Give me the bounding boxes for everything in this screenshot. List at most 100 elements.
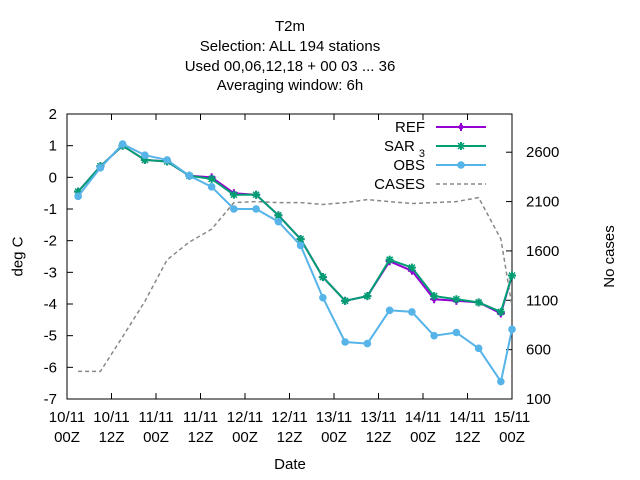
- legend-label: OBS: [393, 157, 425, 174]
- series-sar-3: [74, 141, 516, 316]
- plot-frame: [66, 113, 513, 400]
- y-tick-label: -3: [44, 264, 57, 281]
- data-point: [118, 140, 127, 148]
- data-point: [474, 344, 483, 353]
- data-point: [474, 298, 483, 307]
- data-point: [430, 331, 438, 340]
- y2-tick-label: 2600: [526, 144, 559, 161]
- data-point: [296, 241, 305, 250]
- data-point: [252, 190, 261, 199]
- data-point: [207, 183, 216, 191]
- data-point: [385, 306, 394, 315]
- x-tick-label-hour: 12Z: [277, 429, 303, 446]
- y2-tick-label: 1100: [526, 292, 558, 309]
- x-tick-label-date: 11/11: [138, 409, 173, 426]
- data-point: [407, 263, 416, 272]
- data-point: [341, 296, 350, 305]
- x-tick-label-date: 13/11: [316, 409, 352, 426]
- data-point: [230, 205, 238, 213]
- data-series: [74, 140, 516, 386]
- data-point: [430, 292, 439, 301]
- x-tick-label-date: 15/11: [494, 409, 530, 426]
- data-point: [341, 338, 349, 346]
- data-point: [141, 151, 149, 159]
- x-axis-label: Date: [274, 456, 306, 473]
- x-tick-label-date: 14/11: [449, 409, 485, 426]
- x-tick-label-hour: 00Z: [232, 429, 258, 446]
- chart-title: T2m: [275, 18, 305, 35]
- data-point: [74, 192, 82, 201]
- x-tick-label-date: 12/11: [271, 409, 307, 426]
- data-point: [457, 142, 465, 150]
- legend-label: CASES: [374, 176, 425, 193]
- y2-tick-label: 600: [526, 342, 551, 359]
- series-line: [78, 196, 513, 373]
- y2-tick-label: 2100: [526, 194, 559, 211]
- series-ref: [74, 141, 516, 318]
- y-tick-label: -5: [44, 328, 57, 345]
- chart-subtitle-selection: Selection: ALL 194 stations: [199, 38, 381, 55]
- series-cases: [78, 196, 513, 373]
- chart-subtitle-used: Used 00,06,12,18 + 00 03 ... 36: [184, 58, 396, 75]
- data-point: [497, 377, 505, 386]
- y-tick-label: -4: [44, 296, 57, 313]
- y2-tick-label: 100: [526, 391, 551, 408]
- x-tick-label-hour: 12Z: [99, 429, 125, 446]
- data-point: [452, 328, 461, 337]
- x-tick-label-date: 13/11: [360, 409, 396, 426]
- y-tick-label: 2: [49, 106, 57, 123]
- series-line: [77, 144, 513, 315]
- data-point: [163, 156, 171, 164]
- series-line: [77, 142, 513, 385]
- data-point: [363, 292, 372, 301]
- x-tick-label-hour: 00Z: [54, 429, 80, 446]
- x-tick-label-hour: 00Z: [499, 429, 525, 446]
- series-line: [77, 144, 513, 314]
- legend-item: OBS: [393, 157, 486, 174]
- y-tick-label: -7: [44, 391, 57, 408]
- x-tick-label-hour: 12Z: [188, 429, 214, 446]
- data-point: [274, 211, 283, 220]
- data-point: [457, 123, 465, 131]
- chart-subtitle-averaging: Averaging window: 6h: [216, 77, 364, 94]
- x-tick-label-hour: 00Z: [143, 429, 169, 446]
- y-tick-label: -1: [44, 201, 57, 218]
- data-point: [319, 293, 327, 302]
- legend-item: REF: [395, 119, 486, 136]
- data-point: [96, 164, 105, 172]
- data-point: [318, 273, 327, 282]
- y-tick-label: 0: [49, 169, 57, 186]
- data-point: [508, 271, 516, 280]
- legend-label: REF: [395, 119, 425, 136]
- plot-border: [66, 113, 513, 400]
- data-point: [363, 339, 372, 348]
- data-point: [408, 308, 416, 316]
- axis-ticks: 210-1-2-3-4-5-6-726002100160011006001001…: [44, 106, 560, 446]
- series-obs: [74, 140, 516, 386]
- data-point: [252, 205, 260, 213]
- data-point: [452, 295, 461, 304]
- legend-item: SAR 3: [384, 138, 486, 160]
- x-tick-label-hour: 00Z: [410, 429, 436, 446]
- x-tick-label-date: 14/11: [405, 409, 441, 426]
- x-tick-label-date: 12/11: [227, 409, 263, 426]
- y2-tick-label: 1600: [526, 243, 559, 260]
- legend-label: SAR 3: [384, 138, 425, 160]
- x-tick-label-date: 11/11: [183, 409, 218, 426]
- y-tick-label: 1: [49, 138, 57, 155]
- y-tick-label: -2: [44, 233, 57, 250]
- data-point: [508, 325, 516, 334]
- data-point: [207, 174, 216, 183]
- data-point: [274, 217, 283, 226]
- x-tick-label-date: 10/11: [49, 409, 85, 426]
- x-tick-label-hour: 12Z: [366, 429, 392, 446]
- data-point: [229, 190, 238, 199]
- data-point: [496, 307, 505, 316]
- legend-item: CASES: [374, 176, 486, 193]
- y-tick-label: -6: [44, 359, 57, 376]
- data-point: [385, 255, 394, 264]
- x-tick-label-hour: 12Z: [455, 429, 481, 446]
- x-tick-label-date: 10/11: [93, 409, 129, 426]
